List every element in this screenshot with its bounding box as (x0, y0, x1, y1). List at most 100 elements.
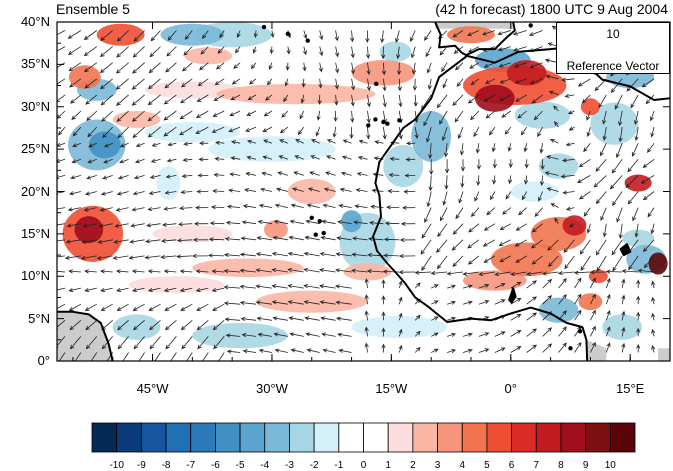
lat-label: 20°N (20, 183, 50, 199)
wind-arrow (491, 143, 496, 153)
wind-arrow (505, 191, 512, 200)
wind-arrow (289, 332, 304, 337)
wind-arrow (526, 328, 537, 337)
wind-arrow (426, 62, 432, 74)
wind-arrow (214, 78, 225, 86)
wind-arrow (83, 30, 98, 41)
wind-arrow (605, 342, 611, 353)
wind-arrow (147, 206, 161, 212)
wind-arrow (163, 126, 177, 137)
wind-arrow (627, 159, 639, 173)
wind-arrow (103, 142, 113, 148)
wind-arrow (165, 62, 177, 73)
wind-arrow (546, 187, 559, 192)
wind-arrow (293, 171, 304, 176)
wind-arrow (414, 314, 421, 321)
wind-arrow (233, 62, 241, 69)
wind-arrow (131, 78, 145, 90)
wind-arrow (355, 188, 368, 193)
colorbar-swatch (239, 422, 266, 453)
wind-arrow (636, 311, 641, 321)
wind-arrow (195, 110, 209, 118)
wind-arrow (335, 300, 352, 305)
colorbar-label: -8 (161, 460, 171, 471)
wind-arrow (352, 236, 368, 241)
wind-arrow (116, 46, 129, 58)
wind-arrow (411, 62, 417, 75)
wind-arrow (468, 223, 480, 233)
wind-arrow (69, 78, 82, 88)
wind-arrow (252, 46, 257, 54)
wind-arrow (539, 143, 544, 154)
wind-arrow (595, 239, 607, 256)
wind-arrow (334, 284, 352, 289)
anomaly-blob (411, 110, 452, 162)
wind-arrow (163, 206, 177, 211)
wind-arrow (446, 316, 456, 321)
wind-arrow (84, 269, 97, 274)
anomaly-blob (562, 215, 587, 236)
wind-arrow (414, 270, 432, 275)
wind-arrow (199, 141, 209, 146)
wind-arrow (319, 251, 336, 257)
wind-arrow (558, 277, 567, 289)
wind-arrow (414, 330, 421, 337)
wind-arrow (497, 46, 511, 52)
wind-arrow (446, 284, 456, 289)
wind-arrow (586, 110, 591, 121)
africa-coast (372, 55, 589, 361)
anomaly-blob (624, 174, 652, 192)
wind-arrow (57, 239, 66, 242)
wind-arrow (446, 332, 456, 337)
anomaly-blob (184, 47, 233, 65)
wind-arrow (350, 30, 355, 43)
wind-arrow (228, 126, 241, 133)
wind-arrow (605, 277, 611, 289)
wind-arrow (510, 346, 522, 353)
wind-arrow (576, 175, 591, 183)
wind-arrow (149, 174, 161, 179)
wind-arrow (452, 30, 464, 38)
anomaly-blob (383, 144, 424, 188)
wind-arrow (85, 336, 98, 350)
wind-arrow (517, 110, 527, 119)
wind-arrow (147, 126, 161, 138)
wind-arrow (231, 78, 241, 85)
anomaly-blob (287, 178, 336, 205)
wind-arrow (256, 236, 272, 241)
wind-arrow (288, 235, 304, 241)
lat-label: 30°N (20, 98, 50, 114)
wind-arrow (146, 223, 161, 228)
wind-arrow (637, 268, 655, 273)
wind-arrow (300, 94, 305, 104)
wind-arrow (260, 187, 272, 192)
wind-arrow (631, 143, 639, 157)
wind-arrow (446, 349, 456, 354)
island (261, 24, 267, 30)
anomaly-blob (622, 229, 655, 247)
wind-arrow (397, 78, 402, 92)
wind-arrow (69, 191, 81, 196)
wind-arrow (57, 319, 66, 330)
wind-arrow (321, 219, 336, 225)
wind-arrow (586, 126, 591, 137)
wind-arrow (85, 319, 98, 331)
wind-arrow (537, 126, 543, 138)
wind-arrow (122, 352, 129, 361)
wind-arrow (554, 217, 559, 224)
wind-arrow (645, 94, 655, 105)
wind-arrow (602, 223, 607, 238)
wind-arrow (84, 303, 97, 311)
wind-arrow (621, 294, 626, 305)
wind-arrow (381, 327, 386, 337)
wind-arrow (274, 348, 288, 353)
island (313, 232, 318, 237)
wind-arrow (485, 110, 496, 119)
wind-arrow (242, 204, 257, 209)
wind-arrow (593, 175, 607, 188)
wind-arrow (241, 333, 257, 338)
wind-arrow (382, 94, 387, 108)
wind-arrow (414, 282, 421, 289)
wind-arrow (197, 336, 209, 350)
anomaly-blob (128, 276, 225, 294)
